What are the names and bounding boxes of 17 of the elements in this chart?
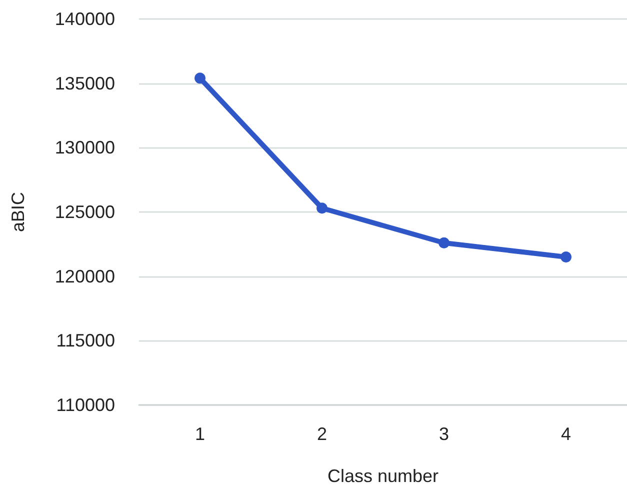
point [560, 252, 572, 263]
x-tick-label: 4 [560, 424, 572, 444]
x-axis-title: Class number [327, 466, 439, 486]
y-tick-label: 120000 [54, 266, 115, 286]
y-tick-label: 135000 [54, 73, 115, 94]
y-tick-label: 115000 [56, 330, 115, 351]
x-tick-label: 3 [438, 424, 450, 444]
y-tick-label: 125000 [54, 202, 115, 222]
y-tick-label: 110000 [56, 395, 115, 415]
point [438, 237, 450, 248]
point [194, 72, 206, 84]
point [316, 202, 328, 214]
y-tick-label: 140000 [54, 9, 115, 29]
x-tick-label: 1 [194, 424, 206, 444]
y-axis-title: aBIC [8, 192, 28, 232]
y-tick-label: 130000 [54, 138, 115, 158]
x-tick-label: 2 [316, 424, 328, 444]
